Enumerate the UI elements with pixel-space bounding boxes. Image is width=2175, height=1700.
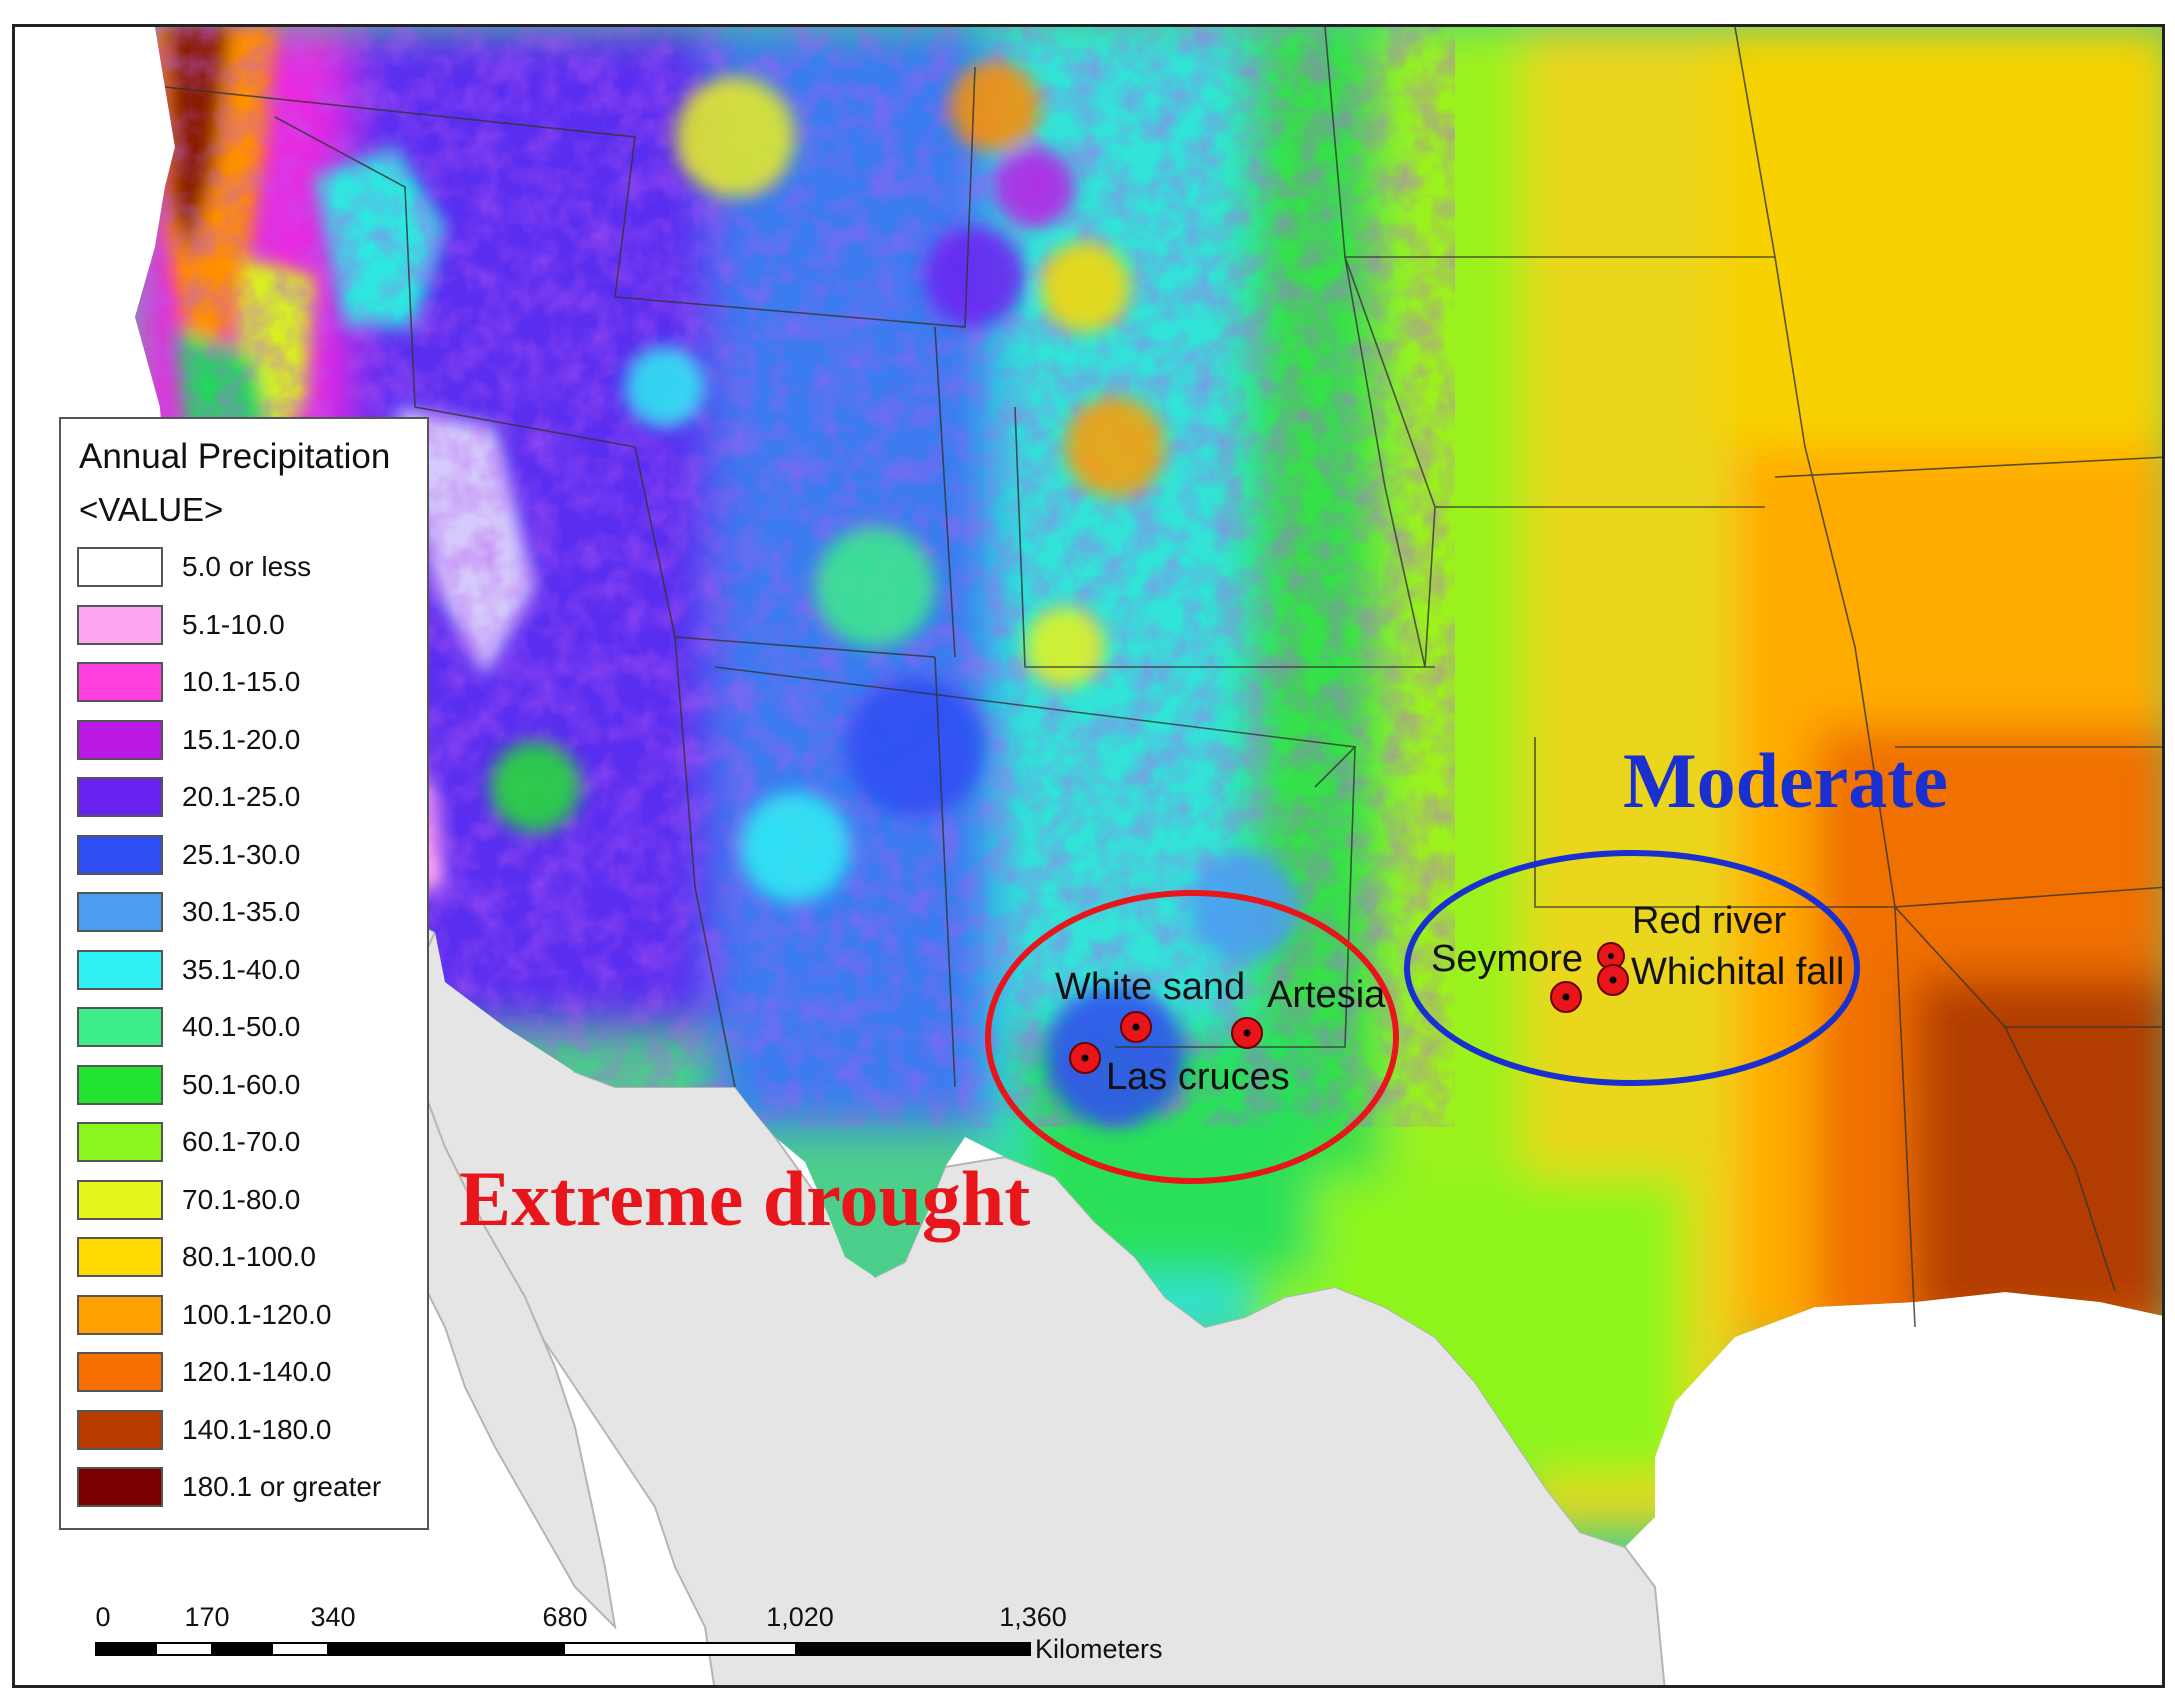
- legend-item: 15.1-20.0: [77, 719, 417, 762]
- scale-tick-label: 680: [542, 1602, 588, 1632]
- scale-tick-label: 1,360: [999, 1602, 1067, 1632]
- site-markers: [1069, 942, 1629, 1074]
- legend-item: 70.1-80.0: [77, 1179, 417, 1222]
- legend-label: 180.1 or greater: [182, 1471, 382, 1502]
- site-marker-whichital-fall: [1597, 964, 1629, 996]
- legend-swatch: [77, 949, 163, 990]
- legend-label: 100.1-120.0: [182, 1298, 332, 1330]
- legend-label: 80.1-100.0: [182, 1241, 316, 1272]
- state-boundaries: [164, 27, 2162, 1328]
- legend-label: 70.1-80.0: [182, 1183, 301, 1215]
- legend-swatch: [77, 604, 163, 645]
- legend-item: 80.1-100.0: [77, 1237, 417, 1279]
- legend-swatch: [77, 1294, 163, 1335]
- site-marker-artesia: [1231, 1017, 1263, 1049]
- legend-item: 180.1 or greater: [77, 1467, 417, 1509]
- legend-label: 60.1-70.0: [182, 1126, 301, 1157]
- site-marker-las-cruces: [1069, 1042, 1101, 1074]
- scale-segment: [213, 1642, 271, 1656]
- legend-label: 30.1-35.0: [182, 896, 301, 927]
- place-label-red-river: Red river: [1632, 900, 1786, 942]
- legend-item: 20.1-25.0: [77, 777, 417, 819]
- scale-segment: [797, 1642, 1031, 1656]
- legend-item: 35.1-40.0: [77, 949, 417, 992]
- map-frame: White sand Artesia Las cruces Seymore Re…: [12, 24, 2165, 1688]
- legend-label: 20.1-25.0: [182, 781, 301, 812]
- legend-subtitle: <VALUE>: [79, 491, 224, 528]
- legend-item: 140.1-180.0: [77, 1409, 417, 1452]
- legend-swatch: [77, 1467, 163, 1507]
- legend-label: 25.1-30.0: [182, 838, 301, 870]
- legend-item: 5.1-10.0: [77, 604, 417, 647]
- legend-swatch: [77, 892, 163, 932]
- legend-label: 15.1-20.0: [182, 723, 301, 755]
- legend-swatch: [77, 719, 163, 760]
- scale-bar: 0 170 340 680 1,020 1,360 Kilometers: [95, 1602, 1195, 1682]
- legend-label: 120.1-140.0: [182, 1356, 332, 1387]
- legend-label: 35.1-40.0: [182, 953, 301, 985]
- legend-item: 120.1-140.0: [77, 1352, 417, 1394]
- scale-tick-label: 0: [95, 1602, 111, 1632]
- legend-item: 100.1-120.0: [77, 1294, 417, 1337]
- legend-swatch: [77, 1352, 163, 1392]
- site-marker-white-sand: [1120, 1011, 1152, 1043]
- place-label-artesia: Artesia: [1267, 974, 1386, 1016]
- place-label-whichital-fall: Whichital fall: [1631, 951, 1844, 993]
- legend-item: 30.1-35.0: [77, 892, 417, 934]
- legend-label: 50.1-60.0: [182, 1068, 301, 1100]
- place-label-seymore: Seymore: [1431, 938, 1583, 980]
- extreme-drought-ellipse: [985, 890, 1399, 1184]
- scale-segment: [329, 1642, 563, 1656]
- scale-unit-label: Kilometers: [1035, 1634, 1163, 1664]
- legend-item: 25.1-30.0: [77, 834, 417, 877]
- legend-swatch: [77, 1409, 163, 1450]
- legend-item: 10.1-15.0: [77, 662, 417, 704]
- extreme-drought-label: Extreme drought: [459, 1155, 1030, 1242]
- scale-tick-label: 170: [184, 1602, 230, 1632]
- legend-title: Annual Precipitation: [79, 437, 391, 476]
- legend-label: 10.1-15.0: [182, 666, 301, 697]
- legend-swatch: [77, 547, 163, 587]
- legend-swatch: [77, 1237, 163, 1277]
- legend-swatch: [77, 662, 163, 702]
- legend-label: 5.1-10.0: [182, 608, 285, 640]
- legend: Annual Precipitation <VALUE> 5.0 or less…: [59, 417, 429, 1530]
- legend-swatch: [77, 1179, 163, 1220]
- legend-swatch: [77, 1007, 163, 1047]
- legend-swatch: [77, 777, 163, 817]
- legend-label: 40.1-50.0: [182, 1011, 301, 1042]
- scale-tick-label: 340: [310, 1602, 356, 1632]
- place-label-white-sand: White sand: [1055, 966, 1245, 1008]
- legend-swatch: [77, 834, 163, 875]
- scale-segment: [563, 1642, 797, 1656]
- scale-segment: [95, 1642, 155, 1656]
- legend-item: 5.0 or less: [77, 547, 417, 589]
- scale-segment: [155, 1642, 213, 1656]
- moderate-label: Moderate: [1623, 737, 1948, 824]
- legend-label: 140.1-180.0: [182, 1413, 332, 1445]
- scale-tick-label: 1,020: [766, 1602, 834, 1632]
- site-marker-seymore: [1550, 981, 1582, 1013]
- scale-segment: [271, 1642, 329, 1656]
- legend-label: 5.0 or less: [182, 551, 312, 582]
- place-label-las-cruces: Las cruces: [1106, 1056, 1290, 1098]
- legend-item: 60.1-70.0: [77, 1122, 417, 1164]
- moderate-ellipse: [1404, 850, 1860, 1086]
- legend-swatch: [77, 1122, 163, 1162]
- legend-item: 40.1-50.0: [77, 1007, 417, 1049]
- legend-item: 50.1-60.0: [77, 1064, 417, 1107]
- legend-swatch: [77, 1064, 163, 1105]
